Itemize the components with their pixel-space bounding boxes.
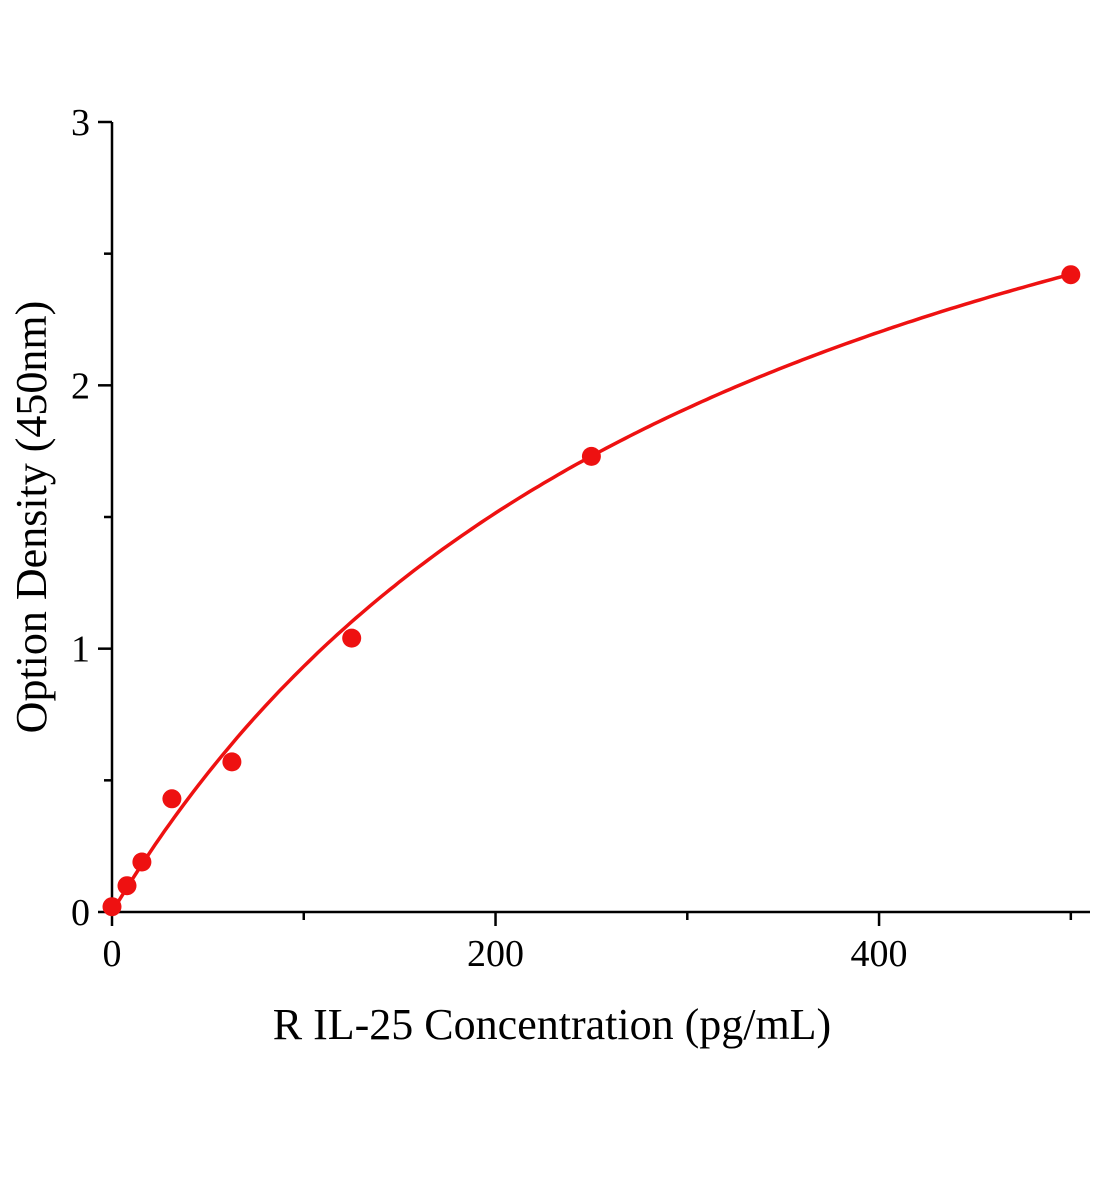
y-tick-label: 3: [71, 102, 90, 144]
x-tick-label: 400: [851, 933, 908, 975]
y-axis-title: Option Density (450nm): [7, 300, 56, 734]
data-point: [222, 752, 242, 772]
y-tick-label: 0: [71, 892, 90, 934]
data-point: [581, 446, 601, 466]
data-point: [162, 789, 182, 809]
data-point: [132, 852, 152, 872]
x-tick-label: 200: [467, 933, 524, 975]
y-tick-label: 1: [71, 629, 90, 671]
data-point: [1061, 265, 1081, 285]
data-point: [102, 897, 122, 917]
data-point: [117, 876, 137, 896]
y-tick-label: 2: [71, 365, 90, 407]
x-axis-title: R IL-25 Concentration (pg/mL): [272, 1000, 832, 1049]
x-tick-label: 0: [103, 933, 122, 975]
fit-curve: [110, 272, 1073, 914]
data-point: [342, 628, 362, 648]
